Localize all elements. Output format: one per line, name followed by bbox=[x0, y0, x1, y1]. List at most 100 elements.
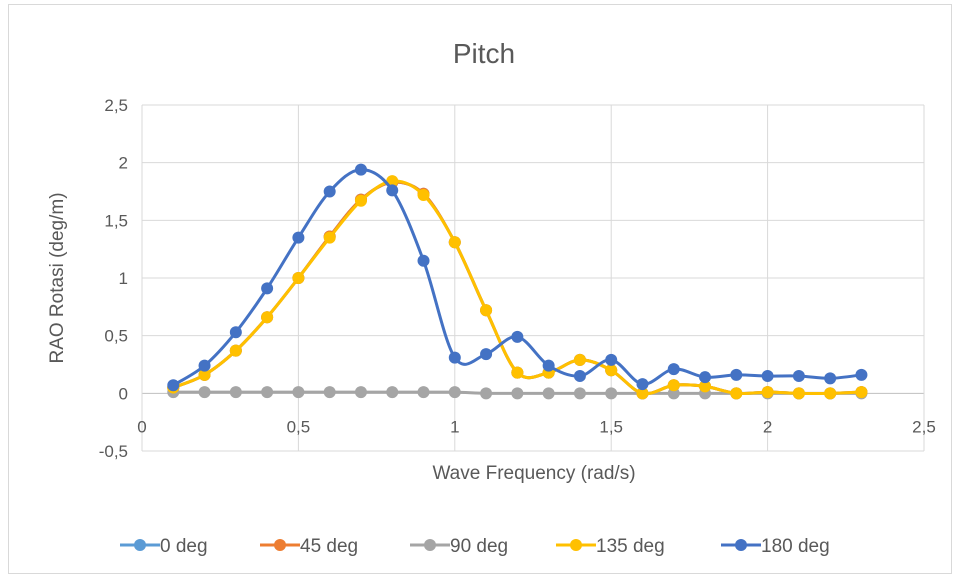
x-tick-label: 2,5 bbox=[912, 417, 936, 436]
data-point bbox=[605, 387, 618, 400]
data-point bbox=[511, 387, 524, 400]
data-point bbox=[229, 386, 242, 399]
data-point bbox=[573, 387, 586, 400]
data-point bbox=[198, 368, 211, 381]
x-tick-labels: 0 0,5 1 1,5 2 2,5 bbox=[137, 417, 936, 436]
series-180-deg bbox=[167, 163, 868, 392]
data-point bbox=[229, 326, 242, 339]
data-point bbox=[354, 194, 367, 207]
data-point bbox=[542, 359, 555, 372]
data-point bbox=[855, 386, 868, 399]
data-point bbox=[448, 351, 461, 364]
data-point bbox=[480, 387, 493, 400]
legend-label: 90 deg bbox=[450, 536, 508, 557]
data-point bbox=[292, 231, 305, 244]
data-point bbox=[354, 386, 367, 399]
legend: 0 deg 45 deg 90 deg 135 deg 180 deg bbox=[120, 536, 830, 557]
data-point bbox=[699, 371, 712, 384]
legend-label: 135 deg bbox=[596, 536, 665, 557]
data-point bbox=[261, 386, 274, 399]
data-point bbox=[448, 236, 461, 249]
series-135-deg bbox=[167, 175, 868, 400]
y-tick-label: 1,5 bbox=[104, 211, 128, 230]
data-point bbox=[605, 353, 618, 366]
series-line bbox=[172, 180, 862, 396]
data-point bbox=[573, 353, 586, 366]
x-tick-label: 2 bbox=[763, 417, 772, 436]
data-point bbox=[511, 330, 524, 343]
data-point bbox=[323, 386, 336, 399]
data-point bbox=[667, 363, 680, 376]
data-point bbox=[699, 380, 712, 393]
data-point bbox=[761, 386, 774, 399]
legend-item: 90 deg bbox=[410, 536, 508, 557]
legend-marker bbox=[424, 539, 436, 551]
series-line bbox=[172, 180, 862, 396]
data-point bbox=[730, 368, 743, 381]
data-point bbox=[323, 185, 336, 198]
data-point bbox=[636, 378, 649, 391]
y-tick-label: 2 bbox=[119, 154, 128, 173]
data-point bbox=[730, 387, 743, 400]
data-point bbox=[386, 184, 399, 197]
x-tick-label: 0,5 bbox=[287, 417, 311, 436]
data-point bbox=[480, 348, 493, 361]
data-point bbox=[824, 372, 837, 385]
gridlines bbox=[141, 104, 925, 452]
legend-item: 180 deg bbox=[721, 536, 830, 557]
chart-title: Pitch bbox=[453, 38, 515, 69]
data-point bbox=[855, 368, 868, 381]
data-point bbox=[292, 272, 305, 284]
y-axis-label: RAO Rotasi (deg/m) bbox=[47, 192, 68, 363]
data-point bbox=[261, 282, 274, 295]
data-point bbox=[229, 344, 242, 357]
y-tick-label: 0 bbox=[119, 384, 128, 403]
data-point bbox=[261, 311, 274, 324]
data-point bbox=[792, 370, 805, 383]
data-point bbox=[824, 387, 837, 400]
data-point bbox=[636, 387, 649, 400]
legend-label: 180 deg bbox=[761, 536, 830, 557]
data-point bbox=[573, 370, 586, 383]
data-point bbox=[292, 386, 305, 399]
legend-marker bbox=[274, 539, 286, 551]
data-point bbox=[605, 364, 618, 377]
legend-marker bbox=[134, 539, 146, 551]
series-group bbox=[167, 163, 868, 400]
data-point bbox=[761, 370, 774, 383]
legend-label: 0 deg bbox=[160, 536, 208, 557]
legend-label: 45 deg bbox=[300, 536, 358, 557]
x-axis-label: Wave Frequency (rad/s) bbox=[432, 463, 635, 484]
data-point bbox=[323, 231, 336, 244]
data-point bbox=[417, 386, 430, 399]
data-point bbox=[448, 386, 461, 399]
chart-frame bbox=[8, 4, 952, 574]
data-point bbox=[167, 379, 180, 392]
data-point bbox=[667, 379, 680, 392]
data-point bbox=[198, 359, 211, 372]
legend-marker bbox=[735, 539, 747, 551]
data-point bbox=[198, 386, 211, 399]
data-point bbox=[511, 366, 524, 379]
data-point bbox=[417, 188, 430, 201]
data-point bbox=[354, 163, 367, 176]
y-tick-label: 0,5 bbox=[104, 327, 128, 346]
legend-item: 0 deg bbox=[120, 536, 208, 557]
series-line bbox=[172, 168, 862, 387]
y-tick-label: 2,5 bbox=[104, 96, 128, 115]
y-tick-labels: -0,5 0 0,5 1 1,5 2 2,5 bbox=[99, 96, 128, 461]
legend-marker bbox=[570, 539, 582, 551]
legend-item: 45 deg bbox=[260, 536, 358, 557]
y-tick-label: -0,5 bbox=[99, 442, 128, 461]
data-point bbox=[792, 387, 805, 400]
data-point bbox=[417, 254, 430, 267]
x-tick-label: 1,5 bbox=[599, 417, 623, 436]
x-tick-label: 0 bbox=[137, 417, 146, 436]
series-line bbox=[172, 179, 862, 396]
x-tick-label: 1 bbox=[450, 417, 459, 436]
data-point bbox=[386, 386, 399, 399]
y-tick-label: 1 bbox=[119, 269, 128, 288]
legend-item: 135 deg bbox=[556, 536, 665, 557]
data-point bbox=[480, 304, 493, 317]
